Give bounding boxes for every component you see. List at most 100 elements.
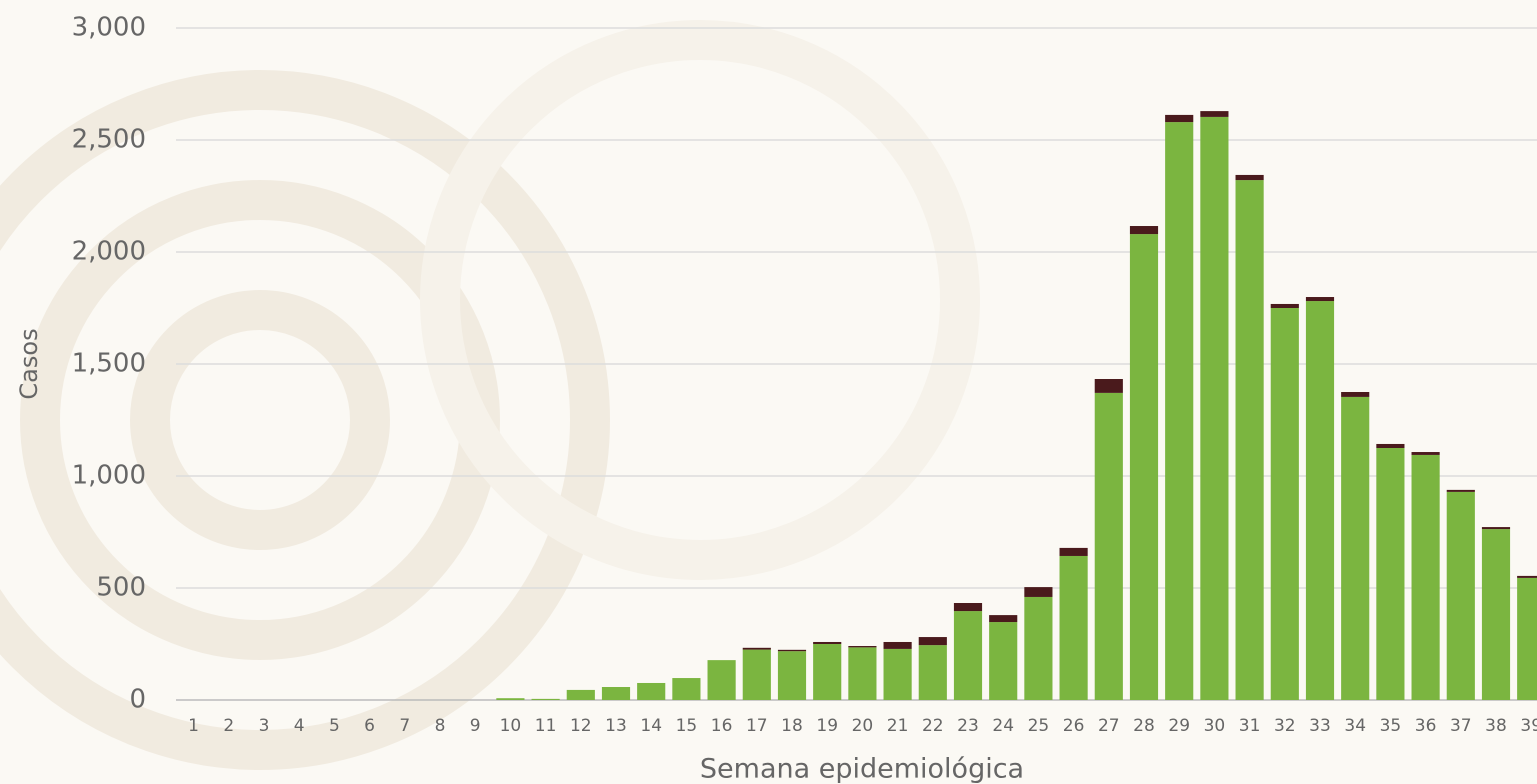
bar-segment: [883, 641, 912, 649]
x-tick-label: 28: [1133, 716, 1155, 736]
x-tick-label: 23: [957, 716, 979, 736]
bar-segment: [1446, 491, 1475, 700]
x-tick-label: 32: [1274, 716, 1296, 736]
x-tick-label: 17: [746, 716, 768, 736]
x-tick-label: 29: [1168, 716, 1190, 736]
bar-segment: [1270, 308, 1299, 700]
bar-segment: [953, 603, 983, 612]
bar-segment: [777, 649, 807, 652]
x-tick-label: 19: [816, 716, 838, 736]
bar-segment: [813, 644, 842, 700]
x-tick-label: 20: [852, 716, 874, 736]
bar-segment: [1059, 547, 1088, 556]
decoration: [0, 20, 980, 770]
x-tick-label: 10: [500, 716, 522, 736]
bar-segment: [953, 611, 983, 700]
bar-segment: [777, 651, 807, 700]
bar-segment: [848, 647, 877, 700]
bar-segment: [848, 646, 877, 648]
y-tick-label: 500: [96, 573, 146, 603]
y-tick-label: 0: [129, 685, 146, 715]
x-tick-label: 38: [1485, 716, 1507, 736]
bar-segment: [496, 698, 525, 700]
x-tick-label: 24: [992, 716, 1014, 736]
x-tick-label: 4: [294, 716, 305, 736]
bar-segment: [531, 698, 560, 700]
x-tick-label: 14: [640, 716, 662, 736]
bar-segment: [1129, 234, 1159, 700]
bar-segment: [672, 678, 701, 700]
x-tick-label: 9: [470, 716, 481, 736]
x-tick-label: 26: [1063, 716, 1085, 736]
bar-segment: [566, 689, 595, 700]
y-tick-label: 1,500: [72, 349, 146, 379]
bar-segment: [1094, 392, 1123, 700]
bar-segment: [1411, 452, 1440, 455]
y-tick-label: 1,000: [72, 461, 146, 491]
y-axis-label: Casos: [15, 328, 43, 399]
bar-segment: [1235, 180, 1264, 700]
x-tick-label: 30: [1204, 716, 1226, 736]
y-tick-label: 2,000: [72, 237, 146, 267]
x-tick-label: 34: [1344, 716, 1366, 736]
bar-segment: [1235, 174, 1264, 181]
bar-segment: [1200, 116, 1229, 701]
bar-segment: [1481, 529, 1511, 700]
x-tick-label: 35: [1380, 716, 1402, 736]
bar-segment: [1059, 555, 1088, 700]
y-tick-label: 2,500: [72, 125, 146, 155]
x-tick-label: 37: [1450, 716, 1472, 736]
x-tick-label: 3: [259, 716, 270, 736]
bar-segment: [1341, 396, 1370, 700]
bar-segment: [1165, 114, 1194, 123]
x-axis-label: Semana epidemiológica: [700, 754, 1024, 784]
x-tick-label: 8: [435, 716, 446, 736]
x-tick-label: 2: [223, 716, 234, 736]
bar-segment: [918, 637, 947, 646]
bar-segment: [1024, 587, 1053, 597]
bar-segment: [1270, 303, 1299, 308]
x-tick-label: 36: [1415, 716, 1437, 736]
bar-segment: [742, 647, 771, 650]
bar-segment: [1341, 392, 1370, 397]
bar-segment: [1481, 527, 1511, 530]
x-tick-label: 31: [1239, 716, 1261, 736]
bar-segment: [1094, 379, 1123, 393]
bar-segment: [601, 687, 631, 700]
x-tick-label: 22: [922, 716, 944, 736]
x-tick-label: 13: [605, 716, 627, 736]
bar-segment: [637, 682, 666, 700]
bar-segment: [1411, 454, 1440, 700]
x-tick-label: 33: [1309, 716, 1331, 736]
x-tick-label: 25: [1028, 716, 1050, 736]
x-tick-label: 7: [399, 716, 410, 736]
x-tick-label: 27: [1098, 716, 1120, 736]
x-tick-label: 21: [887, 716, 909, 736]
x-tick-label: 12: [570, 716, 592, 736]
bar-segment: [1129, 226, 1159, 235]
bar-segment: [1376, 448, 1405, 700]
bar-segment: [1446, 489, 1475, 492]
bar-segment: [1305, 301, 1335, 700]
bar-segment: [1517, 577, 1537, 700]
x-tick-label: 16: [711, 716, 733, 736]
bar-segment: [918, 645, 947, 700]
x-tick-label: 11: [535, 716, 557, 736]
bar-segment: [1024, 596, 1053, 700]
x-tick-label: 6: [364, 716, 375, 736]
bar-segment: [707, 660, 736, 700]
bar-segment: [883, 648, 912, 700]
bar-segment: [1200, 111, 1229, 117]
bar-segment: [813, 641, 842, 644]
x-tick-label: 39: [1520, 716, 1537, 736]
x-tick-label: 1: [188, 716, 199, 736]
bar-segment: [989, 615, 1018, 623]
y-tick-label: 3,000: [72, 13, 146, 43]
x-tick-label: 15: [676, 716, 698, 736]
bar-segment: [1517, 575, 1537, 578]
bar-segment: [1165, 122, 1194, 700]
bar-segment: [989, 622, 1018, 700]
bar-segment: [1376, 443, 1405, 448]
